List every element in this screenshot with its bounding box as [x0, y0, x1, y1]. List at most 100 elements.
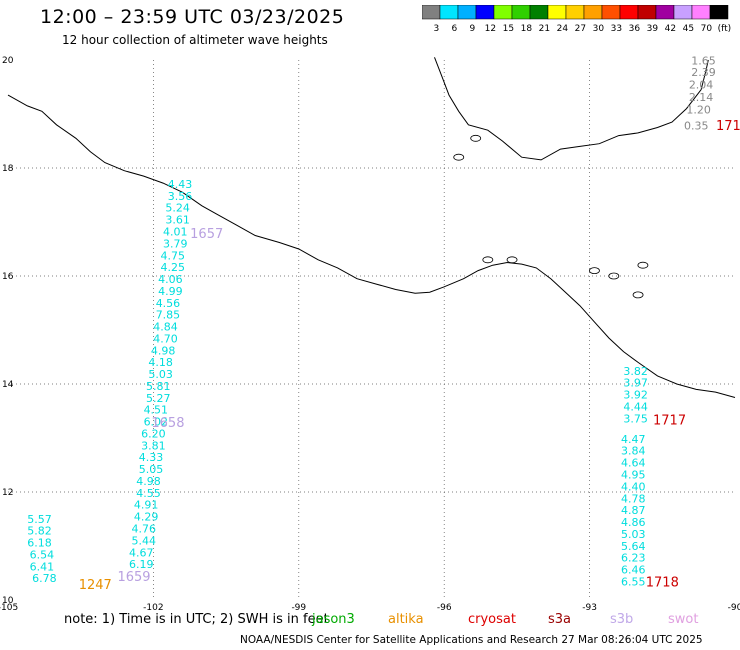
wave-height-value: 4.43	[168, 178, 193, 191]
wave-height-value: 0.35	[684, 120, 709, 133]
credit-line: NOAA/NESDIS Center for Satellite Applica…	[240, 634, 703, 646]
lake-outline	[453, 153, 465, 161]
wave-height-value: 3.81	[141, 439, 166, 452]
wave-height-value: 4.87	[621, 504, 646, 517]
wave-height-value: 4.47	[621, 433, 646, 446]
colorbar-tick: 15	[503, 24, 514, 34]
wave-height-value: 4.95	[621, 469, 646, 482]
wave-height-value: 5.03	[148, 368, 173, 381]
wave-height-value: 3.56	[168, 190, 193, 203]
pass-time-label: 1716	[716, 119, 740, 134]
lake-outline	[470, 134, 482, 142]
colorbar-tick: 70	[701, 24, 713, 34]
wave-height-value: 4.01	[163, 226, 188, 239]
pass-time-label: 1658	[151, 416, 184, 431]
wave-height-value: 5.24	[165, 202, 190, 215]
colorbar-tick: 21	[539, 24, 550, 34]
colorbar-tick: 39	[647, 24, 659, 34]
satellite-jason3: jason3	[312, 612, 355, 627]
wave-height-value: 5.44	[131, 534, 156, 547]
pacific-coastline	[7, 94, 736, 398]
lat-label: 10	[2, 596, 14, 606]
footer-note: note: 1) Time is in UTC; 2) SWH is in fe…	[64, 612, 329, 627]
wave-height-value: 4.56	[156, 297, 181, 310]
colorbar-tick: 42	[665, 24, 676, 34]
lake-outline	[589, 267, 600, 275]
wave-height-value: 4.70	[153, 332, 178, 345]
axis-labels: -105 -102 -99 -96 -93 -90 20 18 16 14 12 10	[0, 56, 740, 613]
lon-label: -105	[0, 603, 18, 613]
wave-height-value: 4.64	[621, 457, 646, 470]
colorbar-tick: 3	[434, 24, 440, 34]
lake-outline	[506, 256, 518, 264]
wave-height-value: 4.78	[621, 492, 646, 505]
track-1247: 1247	[79, 578, 112, 593]
satellite-altika: altika	[388, 612, 424, 627]
colorbar-tick: 12	[485, 24, 496, 34]
wave-height-value: 5.03	[621, 528, 646, 541]
wave-height-value: 4.44	[623, 400, 648, 413]
wave-height-value: 4.67	[129, 546, 154, 559]
wave-height-value: 5.57	[27, 513, 52, 526]
lon-label: -96	[437, 603, 452, 613]
colorbar-tick: 18	[521, 24, 533, 34]
wave-height-value: 1.20	[686, 103, 711, 116]
lat-label: 12	[2, 488, 13, 498]
gulf-coastline	[434, 57, 709, 161]
wave-height-value: 6.18	[27, 537, 52, 550]
wave-height-value: 4.86	[621, 516, 646, 529]
footer-note-text: note: 1) Time is in UTC; 2) SWH is in fe…	[64, 612, 329, 627]
wave-height-value: 2.39	[691, 66, 716, 79]
wave-height-value: 4.76	[131, 523, 156, 536]
wave-height-value: 4.98	[151, 344, 176, 357]
wave-height-value: 6.55	[621, 575, 646, 588]
satellite-s3b: s3b	[610, 612, 634, 627]
lon-label: -102	[143, 603, 163, 613]
wave-height-value: 3.61	[165, 214, 190, 227]
wave-height-value: 6.02	[144, 416, 169, 429]
pass-time-label: 1247	[79, 578, 112, 593]
wave-height-value: 6.78	[32, 572, 57, 585]
altimeter-tracks: 4.433.565.243.614.013.794.754.254.064.99…	[27, 54, 740, 593]
pass-time-label: 1717	[653, 414, 686, 429]
wave-height-value: 4.51	[144, 404, 169, 417]
wave-height-value: 5.05	[139, 463, 164, 476]
wave-height-value: 4.84	[153, 321, 178, 334]
lake-outline	[637, 261, 649, 269]
map-title: 12:00 – 23:59 UTC 03/23/2025	[40, 6, 345, 28]
wave-height-value: 4.75	[161, 249, 186, 262]
lake-outline	[482, 256, 494, 264]
colorbar-tick: (ft)	[718, 24, 732, 34]
colorbar-tick: 33	[611, 24, 622, 34]
colorbar-tick: 6	[452, 24, 458, 34]
satellite-legend: jason3 altika cryosat s3a s3b swot	[0, 612, 740, 630]
wave-height-value: 3.82	[623, 365, 648, 378]
colorbar-tick: 9	[470, 24, 476, 34]
pass-time-label: 1659	[117, 570, 150, 585]
wave-height-value: 2.04	[689, 79, 714, 92]
lake-outline	[608, 272, 620, 280]
track-1658: 4.185.035.815.274.516.026.203.814.335.05…	[129, 356, 184, 571]
wave-height-value: 5.64	[621, 540, 646, 553]
wave-height-value: 4.55	[136, 487, 161, 500]
wave-height-value: 6.20	[141, 427, 166, 440]
coastline	[7, 57, 736, 398]
lat-label: 16	[2, 272, 14, 282]
wave-height-value: 4.29	[134, 511, 159, 524]
wave-height-value: 3.84	[621, 445, 646, 458]
wave-height-value: 4.91	[134, 499, 159, 512]
lon-label: -93	[582, 603, 597, 613]
wave-height-value: 3.92	[623, 389, 648, 402]
track-1716: 1.652.392.042.141.20 0.35 1716	[684, 54, 740, 134]
wave-height-value: 3.75	[623, 412, 648, 425]
lake-outline	[632, 291, 644, 299]
wave-height-value: 6.23	[621, 552, 646, 565]
wave-height-colorbar: 3 6 9 12 15 18 21 24 27 30 33 36 39 42 45 70 (ft)	[422, 5, 732, 34]
map-subtitle: 12 hour collection of altimeter wave hei…	[62, 33, 328, 47]
wave-height-value: 5.81	[146, 380, 171, 393]
colorbar-tick: 27	[575, 24, 586, 34]
pass-time-label: 1718	[646, 576, 679, 591]
wave-height-value: 4.06	[158, 273, 183, 286]
wave-height-value: 5.27	[146, 392, 171, 405]
